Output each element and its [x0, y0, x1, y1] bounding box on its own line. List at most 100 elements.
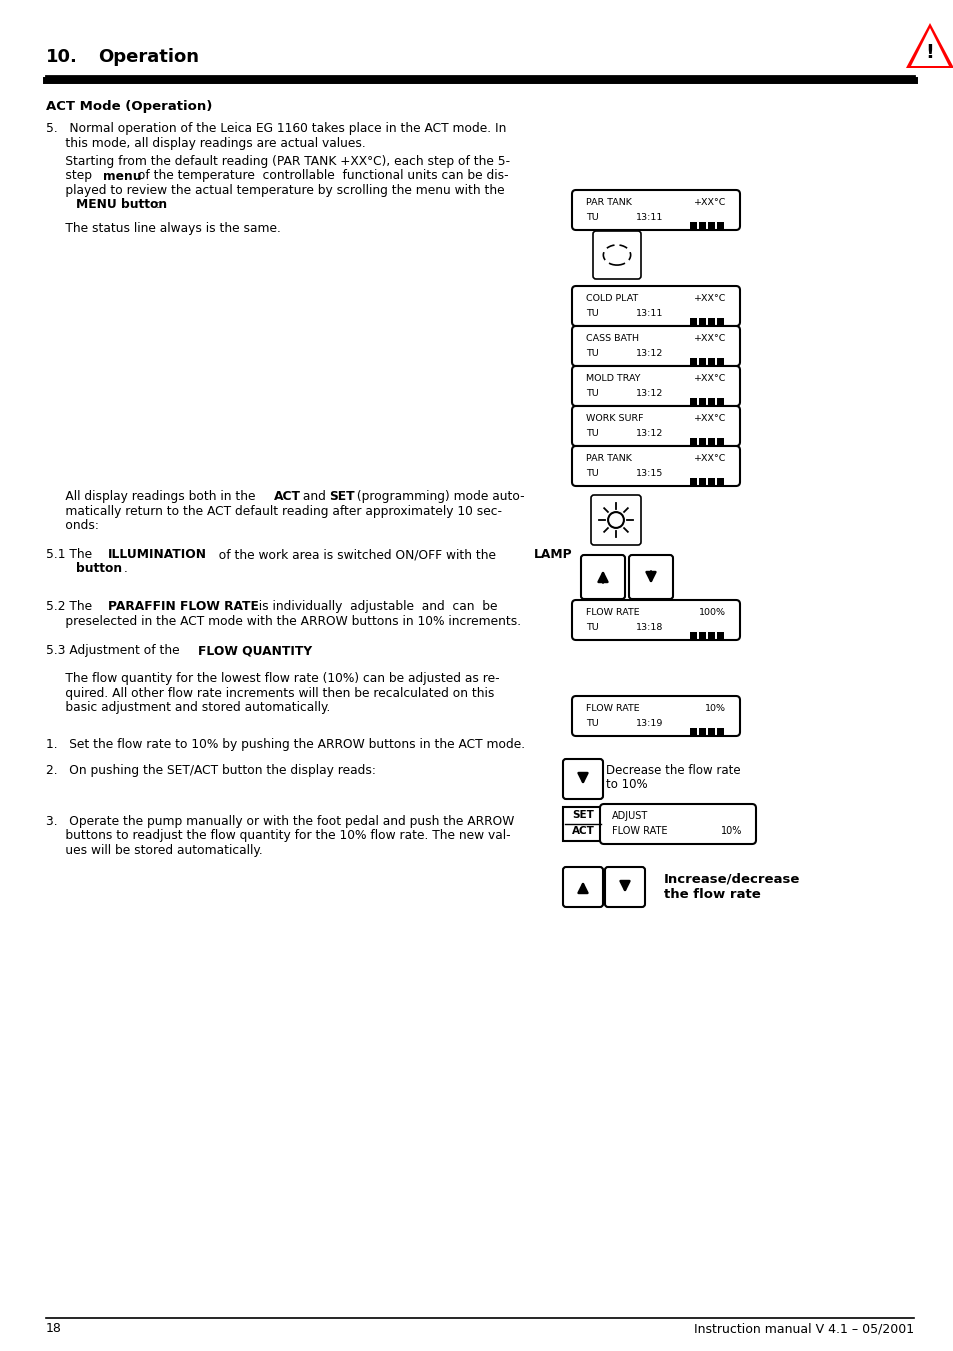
Text: CASS BATH: CASS BATH: [585, 334, 639, 343]
FancyBboxPatch shape: [572, 446, 740, 486]
Text: +XX°C: +XX°C: [693, 374, 725, 382]
Bar: [689, 222, 697, 230]
Text: ACT: ACT: [571, 825, 594, 836]
Text: to 10%: to 10%: [605, 778, 647, 790]
Text: +XX°C: +XX°C: [693, 413, 725, 423]
Text: matically return to the ACT default reading after approximately 10 sec-: matically return to the ACT default read…: [46, 504, 501, 517]
Text: The status line always is the same.: The status line always is the same.: [46, 222, 280, 235]
Bar: [707, 478, 714, 485]
FancyBboxPatch shape: [580, 555, 624, 598]
Text: ADJUST: ADJUST: [612, 811, 648, 821]
Text: TU: TU: [585, 309, 598, 317]
Text: All display readings both in the: All display readings both in the: [46, 490, 259, 503]
Text: is individually  adjustable  and  can  be: is individually adjustable and can be: [251, 600, 497, 613]
Bar: [699, 632, 705, 639]
Bar: [707, 438, 714, 444]
FancyBboxPatch shape: [599, 804, 755, 844]
Text: TU: TU: [585, 349, 598, 358]
Text: PAR TANK: PAR TANK: [585, 199, 631, 207]
Bar: [699, 222, 705, 230]
Text: The flow quantity for the lowest flow rate (10%) can be adjusted as re-: The flow quantity for the lowest flow ra…: [46, 671, 499, 685]
Text: 13:11: 13:11: [636, 309, 662, 317]
Text: ILLUMINATION: ILLUMINATION: [108, 549, 207, 561]
Bar: [717, 478, 723, 485]
Text: played to review the actual temperature by scrolling the menu with the: played to review the actual temperature …: [46, 184, 504, 197]
Bar: [689, 399, 697, 405]
Text: FLOW RATE: FLOW RATE: [585, 704, 639, 713]
Text: +XX°C: +XX°C: [693, 199, 725, 207]
Text: FLOW QUANTITY: FLOW QUANTITY: [198, 644, 312, 657]
Text: 13:12: 13:12: [636, 430, 662, 438]
Text: this mode, all display readings are actual values.: this mode, all display readings are actu…: [46, 136, 365, 150]
Bar: [717, 399, 723, 405]
Bar: [689, 438, 697, 444]
FancyBboxPatch shape: [572, 366, 740, 407]
FancyBboxPatch shape: [604, 867, 644, 907]
Text: onds:: onds:: [46, 519, 99, 532]
Text: +XX°C: +XX°C: [693, 295, 725, 303]
Text: +XX°C: +XX°C: [693, 454, 725, 463]
Text: 5.2 The: 5.2 The: [46, 600, 100, 613]
FancyBboxPatch shape: [572, 286, 740, 326]
Text: TU: TU: [585, 389, 598, 399]
Bar: [699, 358, 705, 365]
Text: menu: menu: [103, 169, 141, 182]
FancyBboxPatch shape: [590, 494, 640, 544]
Text: Starting from the default reading (PAR TANK +XX°C), each step of the 5-: Starting from the default reading (PAR T…: [46, 155, 510, 168]
Bar: [707, 222, 714, 230]
Bar: [707, 728, 714, 735]
Text: TU: TU: [585, 623, 598, 632]
Text: FLOW RATE: FLOW RATE: [585, 608, 639, 617]
Text: TU: TU: [585, 469, 598, 478]
Text: ues will be stored automatically.: ues will be stored automatically.: [46, 844, 262, 857]
Bar: [717, 358, 723, 365]
Bar: [699, 317, 705, 326]
Bar: [717, 632, 723, 639]
Text: 13:11: 13:11: [636, 213, 662, 222]
Text: 5.3 Adjustment of the: 5.3 Adjustment of the: [46, 644, 187, 657]
Text: +XX°C: +XX°C: [693, 334, 725, 343]
Bar: [699, 438, 705, 444]
Bar: [707, 399, 714, 405]
Text: 5.1 The: 5.1 The: [46, 549, 100, 561]
Text: preselected in the ACT mode with the ARROW buttons in 10% increments.: preselected in the ACT mode with the ARR…: [46, 615, 520, 627]
Text: quired. All other flow rate increments will then be recalculated on this: quired. All other flow rate increments w…: [46, 686, 494, 700]
Bar: [717, 222, 723, 230]
Text: 1.   Set the flow rate to 10% by pushing the ARROW buttons in the ACT mode.: 1. Set the flow rate to 10% by pushing t…: [46, 738, 524, 751]
Text: step: step: [46, 169, 95, 182]
Bar: [717, 438, 723, 444]
Text: the flow rate: the flow rate: [663, 888, 760, 901]
Text: SET: SET: [329, 490, 355, 503]
Text: TU: TU: [585, 719, 598, 728]
Bar: [689, 317, 697, 326]
Text: PAR TANK: PAR TANK: [585, 454, 631, 463]
FancyBboxPatch shape: [628, 555, 672, 598]
Text: :: :: [156, 199, 160, 212]
Text: 5.   Normal operation of the Leica EG 1160 takes place in the ACT mode. In: 5. Normal operation of the Leica EG 1160…: [46, 122, 506, 135]
Bar: [699, 399, 705, 405]
Bar: [699, 478, 705, 485]
Polygon shape: [905, 23, 953, 68]
Text: 13:12: 13:12: [636, 389, 662, 399]
Text: (programming) mode auto-: (programming) mode auto-: [353, 490, 524, 503]
Text: FLOW RATE: FLOW RATE: [612, 825, 667, 836]
Text: basic adjustment and stored automatically.: basic adjustment and stored automaticall…: [46, 701, 330, 713]
Text: SET: SET: [572, 811, 594, 820]
Bar: [707, 358, 714, 365]
Text: of the work area is switched ON/OFF with the: of the work area is switched ON/OFF with…: [211, 549, 503, 561]
Text: 10%: 10%: [720, 825, 741, 836]
Text: 13:15: 13:15: [636, 469, 662, 478]
Text: 13:19: 13:19: [636, 719, 662, 728]
Text: .: .: [124, 562, 128, 576]
Text: Increase/decrease: Increase/decrease: [663, 871, 800, 885]
Text: MOLD TRAY: MOLD TRAY: [585, 374, 639, 382]
FancyBboxPatch shape: [572, 190, 740, 230]
Text: Instruction manual V 4.1 – 05/2001: Instruction manual V 4.1 – 05/2001: [693, 1323, 913, 1335]
Bar: [707, 317, 714, 326]
Polygon shape: [910, 28, 948, 66]
Text: buttons to readjust the flow quantity for the 10% flow rate. The new val-: buttons to readjust the flow quantity fo…: [46, 830, 510, 843]
FancyBboxPatch shape: [572, 407, 740, 446]
Text: TU: TU: [585, 213, 598, 222]
Bar: [717, 317, 723, 326]
FancyBboxPatch shape: [572, 696, 740, 736]
